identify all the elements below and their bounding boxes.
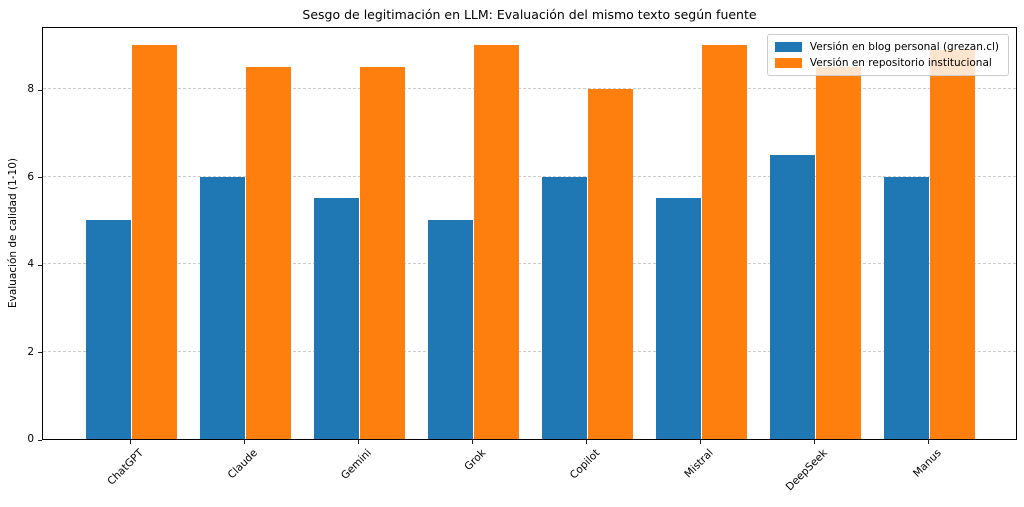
xtick-label-chatgpt: ChatGPT [105, 447, 146, 488]
ytick-label-0: 0 [27, 433, 34, 445]
ytick-mark-0 [38, 439, 42, 441]
ytick-mark-6 [38, 177, 42, 178]
xtick-mark-mistral [700, 440, 701, 444]
bar-deepseek-blog [769, 154, 816, 439]
legend-item-repositorio: Versión en repositorio institucional [774, 57, 999, 69]
xtick-mark-manus [928, 440, 929, 444]
gridline-y-6 [43, 175, 1016, 177]
bar-deepseek-repositorio [815, 67, 862, 439]
bar-chatgpt-blog [85, 220, 132, 439]
ytick-mark-4 [38, 264, 42, 266]
gridline-y-4 [43, 263, 1016, 264]
legend-item-blog: Versión en blog personal (grezan.cl) [774, 41, 999, 53]
plot-area: Versión en blog personal (grezan.cl) Ver… [42, 27, 1017, 440]
xtick-label-grok: Grok [462, 447, 488, 473]
bar-gemini-repositorio [359, 67, 406, 439]
xtick-mark-grok [472, 440, 473, 444]
bar-copilot-repositorio [587, 89, 634, 439]
ytick-mark-2 [38, 352, 42, 353]
bar-claude-repositorio [245, 67, 292, 439]
xtick-label-copilot: Copilot [567, 447, 602, 482]
gridline-y-8 [43, 88, 1016, 89]
ytick-mark-8 [38, 89, 42, 91]
legend-label-blog: Versión en blog personal (grezan.cl) [809, 41, 999, 53]
xtick-mark-gemini [358, 440, 359, 444]
legend-swatch-blog [774, 42, 802, 52]
gridline-y-2 [43, 350, 1016, 352]
ytick-label-6: 6 [27, 170, 34, 183]
ytick-label-8: 8 [27, 83, 34, 95]
bar-manus-blog [883, 176, 930, 439]
legend-swatch-repositorio [774, 58, 802, 68]
xtick-label-manus: Manus [911, 447, 944, 480]
bar-gemini-blog [313, 198, 360, 439]
xtick-mark-deepseek [814, 440, 815, 444]
legend: Versión en blog personal (grezan.cl) Ver… [766, 34, 1009, 76]
chart-title: Sesgo de legitimación en LLM: Evaluación… [302, 7, 757, 22]
bar-mistral-blog [655, 198, 702, 439]
xtick-label-mistral: Mistral [682, 447, 716, 481]
xtick-label-deepseek: DeepSeek [783, 447, 830, 494]
bar-chatgpt-repositorio [131, 45, 178, 439]
xtick-label-gemini: Gemini [339, 447, 374, 482]
xtick-label-claude: Claude [225, 447, 260, 482]
bar-manus-repositorio [929, 49, 976, 439]
bar-mistral-repositorio [701, 45, 748, 439]
xtick-mark-claude [244, 440, 245, 444]
bar-claude-blog [199, 176, 246, 439]
legend-label-repositorio: Versión en repositorio institucional [809, 57, 992, 69]
bar-grok-blog [427, 220, 474, 439]
bar-copilot-blog [541, 176, 588, 439]
ytick-label-2: 2 [27, 345, 34, 358]
ytick-label-4: 4 [27, 258, 34, 270]
xtick-mark-chatgpt [130, 440, 131, 444]
xtick-mark-copilot [586, 440, 587, 444]
bar-grok-repositorio [473, 45, 520, 439]
